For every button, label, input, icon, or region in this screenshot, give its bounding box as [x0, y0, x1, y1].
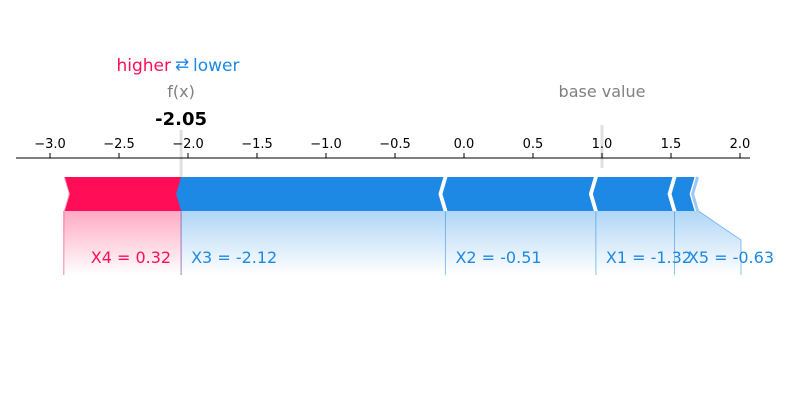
negative-arrow — [439, 176, 448, 212]
negative-label-edge — [698, 210, 742, 275]
negative-arrow — [691, 176, 700, 212]
negative-bar — [176, 177, 444, 211]
output-value: -2.05 — [155, 109, 207, 130]
tick-label: 0.5 — [523, 137, 544, 152]
feature-label: X4 = 0.32 — [91, 248, 171, 267]
positive-arrow — [62, 176, 70, 212]
tick-label: −3.0 — [34, 137, 66, 152]
feature-label: X5 = -0.63 — [688, 248, 774, 267]
tick-label: 1.5 — [661, 137, 682, 152]
negative-bar — [592, 177, 673, 211]
positive-bar — [63, 177, 182, 211]
feature-labels: X4 = 0.32 X3 = -2.12 X2 = -0.51 X1 = -1.32X… — [91, 248, 774, 267]
force-bars — [62, 176, 700, 212]
tick-label: 1.0 — [592, 137, 613, 152]
gradient-fills — [63, 210, 742, 275]
negative-arrow — [668, 176, 677, 212]
tick-label: 0.0 — [454, 137, 475, 152]
base-value-label: base value — [559, 82, 646, 101]
output-label: f(x) — [167, 82, 195, 101]
negative-fill — [181, 211, 742, 275]
tick-label: −1.0 — [310, 137, 342, 152]
tick-label: −0.5 — [379, 137, 411, 152]
tick-label: 2.0 — [730, 137, 751, 152]
feature-label: X1 = -1.32 — [606, 248, 692, 267]
legend-higher: higher — [116, 56, 171, 76]
negative-arrow — [590, 176, 599, 212]
tick-label: −1.5 — [241, 137, 273, 152]
legend-lower: lower — [193, 56, 239, 76]
legend-arrow-icon: ⇄ — [175, 55, 189, 75]
tick-label: −2.0 — [172, 137, 204, 152]
feature-label: X2 = -0.51 — [455, 248, 541, 267]
negative-bar — [671, 177, 695, 211]
x-axis: −3.0 −2.5 −2.0 −1.5 −1.0 −0.5 0.0 0.5 1.0 1.5 2.0 — [16, 125, 750, 178]
tick-label: −2.5 — [103, 137, 135, 152]
feature-label: X3 = -2.12 — [191, 248, 277, 267]
negative-bar — [442, 177, 594, 211]
positive-fill — [63, 211, 182, 275]
